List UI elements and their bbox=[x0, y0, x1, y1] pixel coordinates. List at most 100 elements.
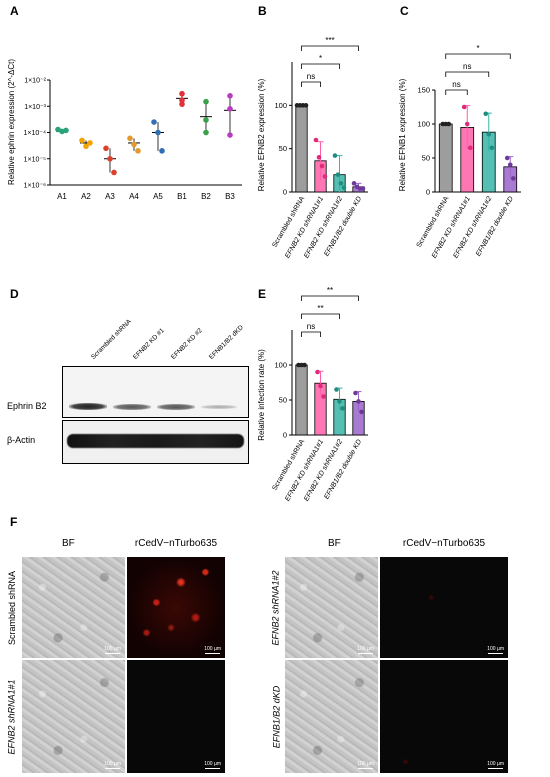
B-x-tick-label: EFNB1/B2 double KD bbox=[323, 196, 363, 258]
lane-label-2: EFNB2 KD #1 bbox=[132, 327, 166, 361]
E-point bbox=[318, 383, 323, 389]
E-point bbox=[315, 369, 320, 375]
a-point bbox=[179, 90, 185, 97]
B-y-tick-label: 100 bbox=[274, 101, 287, 110]
scale-label: 100 µm bbox=[204, 646, 221, 652]
scale-label: 100 µm bbox=[204, 761, 221, 767]
E-sig-label: ns bbox=[307, 322, 315, 331]
E-sig-bracket bbox=[301, 331, 321, 337]
B-point bbox=[338, 181, 344, 186]
scale-bar bbox=[105, 768, 120, 769]
panel-b-chart: Relative EFNB2 expression (%) 0 50 100 Scra… bbox=[257, 36, 368, 260]
a-x-tick-label: A5 bbox=[153, 192, 163, 201]
B-point bbox=[335, 172, 341, 177]
B-point bbox=[360, 186, 366, 191]
C-sig-bracket bbox=[445, 89, 468, 95]
a-y-tick-label: 1×10⁻⁴ bbox=[24, 130, 46, 137]
lane-label-3: EFNB2 KD #2 bbox=[170, 327, 204, 361]
scale-bar bbox=[205, 653, 220, 654]
C-sig-bracket bbox=[445, 71, 490, 77]
scale-bar bbox=[105, 653, 120, 654]
C-point bbox=[483, 111, 489, 117]
micrograph-fl-efnb1b2: 100 µm bbox=[380, 660, 508, 773]
micrograph-fl-efnb2-2: 100 µm bbox=[380, 557, 508, 658]
band-ephrin-3 bbox=[157, 404, 195, 410]
row-label-efnb2-1-wrap: EFNB2 shRNA1#1 bbox=[4, 660, 20, 773]
a-x-tick-label: B2 bbox=[201, 192, 211, 201]
B-point bbox=[303, 103, 309, 108]
E-point bbox=[353, 390, 358, 396]
panel-a-chart: Relative ephrin expression (2^-ΔCt) 1×10… bbox=[7, 59, 242, 201]
E-sig-bracket bbox=[301, 313, 340, 319]
B-sig-bracket bbox=[301, 45, 359, 51]
a-point bbox=[227, 132, 233, 138]
scale-bar bbox=[488, 768, 503, 769]
micrograph-fl-scrambled: 100 µm bbox=[127, 557, 225, 658]
a-y-tick-label: 1×10⁻⁵ bbox=[24, 156, 46, 163]
C-y-tick-label: 0 bbox=[426, 188, 430, 197]
a-point bbox=[227, 93, 233, 99]
band-ephrin-2 bbox=[113, 404, 151, 410]
col-label-fl-left: rCedV−nTurbo635 bbox=[134, 538, 218, 549]
row-label-efnb1b2-wrap: EFNB1/B2 dKD bbox=[268, 660, 284, 773]
lane-label-1: Scrambled shRNA bbox=[90, 318, 133, 361]
micrograph-bf-efnb2-1: 100 µm bbox=[22, 660, 125, 773]
a-point bbox=[83, 143, 89, 150]
C-y-tick-label: 50 bbox=[422, 154, 430, 163]
a-point bbox=[131, 141, 137, 148]
B-sig-bracket bbox=[301, 63, 340, 69]
panel-letter-f: F bbox=[10, 515, 18, 529]
B-y-tick-label: 0 bbox=[283, 188, 287, 197]
C-y-tick-label: 150 bbox=[417, 86, 430, 95]
panel-c-chart: Relative EFNB1 expression (%) 050100150S… bbox=[398, 44, 521, 260]
a-point bbox=[203, 129, 209, 136]
B-sig-label: *** bbox=[325, 36, 334, 45]
row-label-efnb2-1: EFNB2 shRNA1#1 bbox=[7, 678, 18, 755]
blot-row-label-actin: β-Actin bbox=[7, 435, 36, 445]
E-y-tick-label: 50 bbox=[279, 396, 287, 405]
E-y-tick-label: 0 bbox=[283, 431, 287, 440]
a-point bbox=[63, 127, 69, 134]
scale-label: 100 µm bbox=[357, 646, 374, 652]
a-x-tick-label: A4 bbox=[129, 192, 139, 201]
C-bar bbox=[438, 123, 453, 193]
panel-b-ylabel: Relative EFNB2 expression (%) bbox=[257, 78, 266, 191]
scale-label: 100 µm bbox=[104, 761, 121, 767]
B-point bbox=[332, 153, 338, 158]
panel-letter-d: D bbox=[10, 287, 19, 301]
B-point bbox=[341, 185, 347, 190]
scale-bar bbox=[488, 653, 503, 654]
scale-label: 100 µm bbox=[357, 761, 374, 767]
B-point bbox=[316, 155, 322, 160]
E-point bbox=[340, 406, 345, 411]
E-point bbox=[359, 409, 364, 415]
a-x-tick-label: A2 bbox=[81, 192, 91, 201]
C-sig-label: ns bbox=[463, 62, 471, 71]
B-x-tick-label: Scrambled shRNA bbox=[271, 195, 306, 249]
E-sig-bracket bbox=[301, 295, 359, 301]
scale-bar bbox=[358, 768, 373, 769]
a-point bbox=[227, 105, 233, 112]
a-point bbox=[87, 140, 93, 146]
a-point bbox=[179, 101, 185, 107]
a-x-tick-label: A3 bbox=[105, 192, 115, 201]
panel-e-ylabel: Relative infection rate (%) bbox=[257, 349, 266, 441]
scale-label: 100 µm bbox=[487, 646, 504, 652]
B-point bbox=[319, 163, 325, 169]
scale-bar bbox=[358, 653, 373, 654]
E-bar bbox=[295, 364, 308, 436]
a-x-tick-label: B3 bbox=[225, 192, 235, 201]
E-point bbox=[356, 399, 361, 404]
C-point bbox=[464, 121, 470, 127]
row-label-efnb1b2: EFNB1/B2 dKD bbox=[271, 685, 281, 748]
E-point bbox=[334, 387, 339, 392]
micrograph-fl-efnb2-1: 100 µm bbox=[127, 660, 225, 773]
a-y-tick-label: 1×10⁻⁶ bbox=[24, 183, 46, 190]
a-point bbox=[203, 98, 209, 105]
C-point bbox=[507, 162, 513, 168]
a-point bbox=[79, 137, 85, 144]
C-sig-label: * bbox=[476, 44, 479, 53]
a-point bbox=[159, 148, 165, 154]
C-x-tick-label: EFNB2 KD shRNA1#1 bbox=[431, 195, 472, 259]
E-point bbox=[337, 399, 342, 404]
